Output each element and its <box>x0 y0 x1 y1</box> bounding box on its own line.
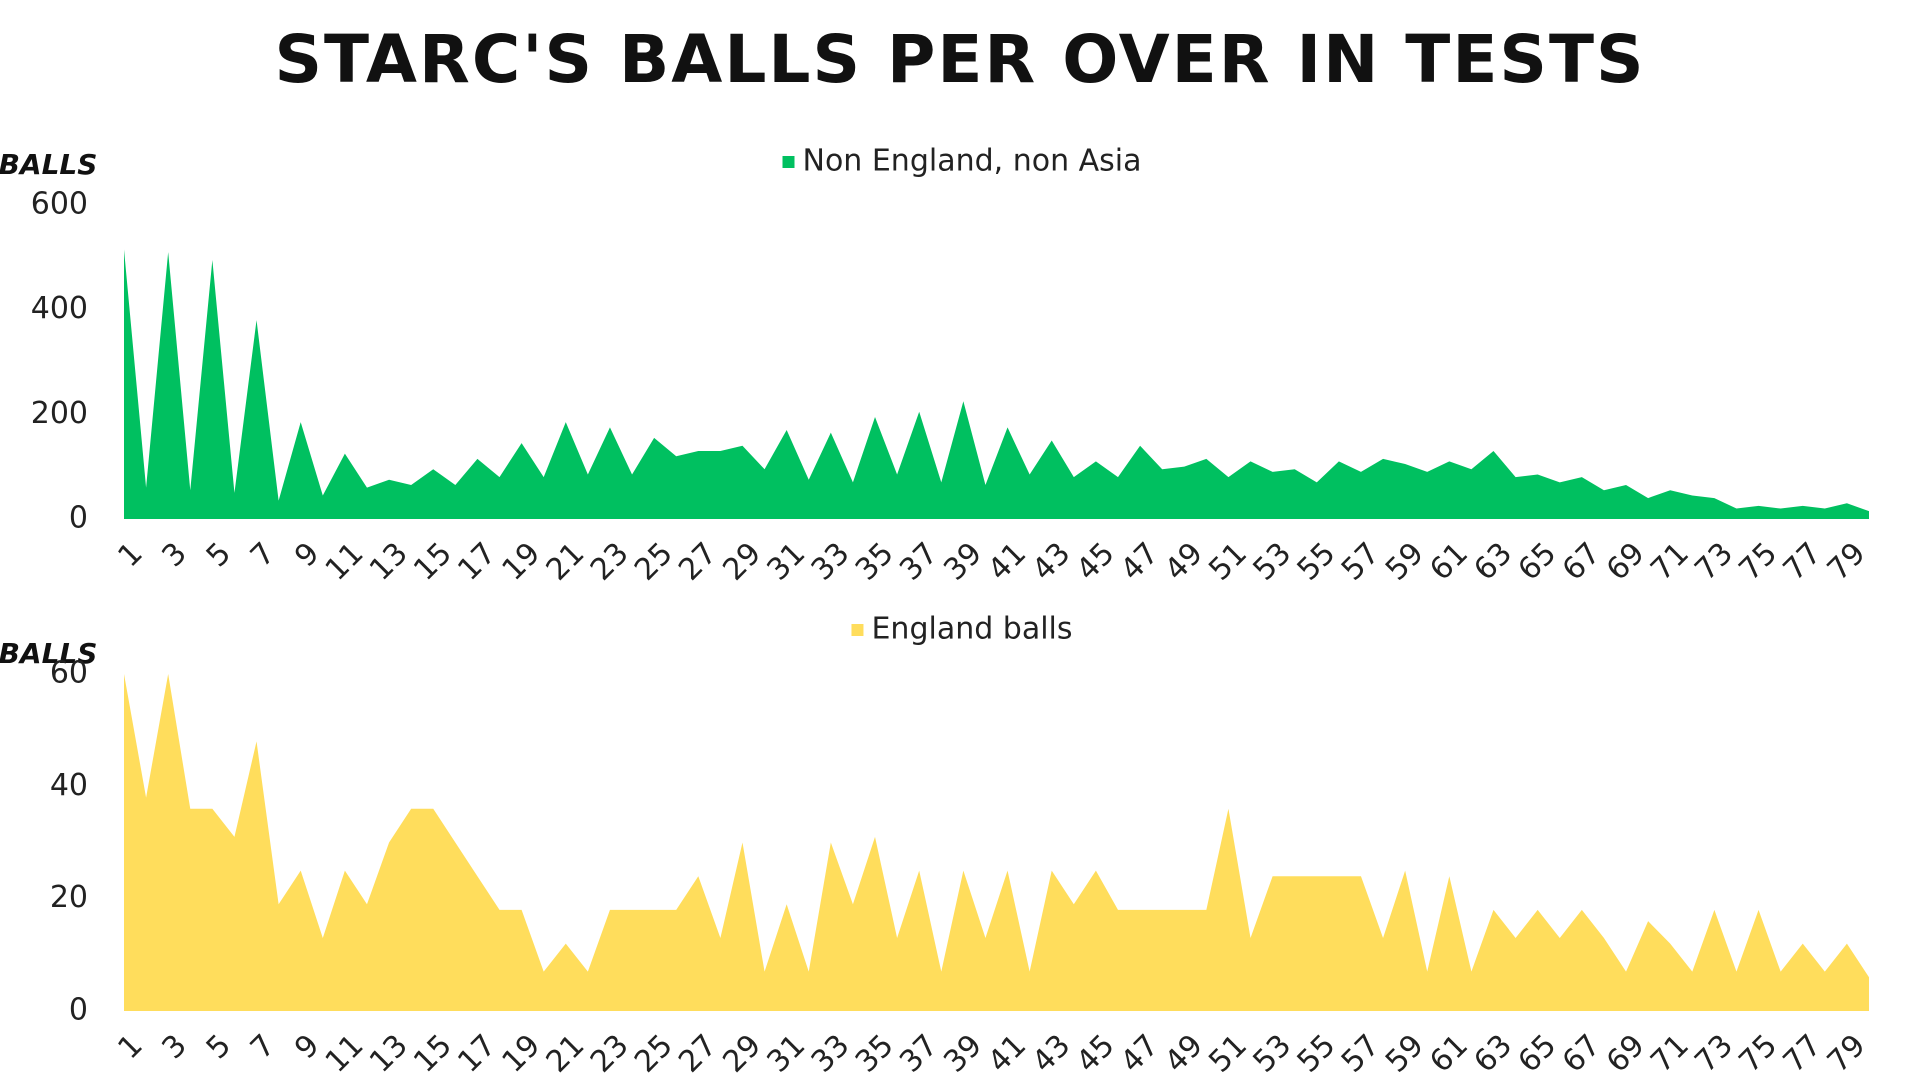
x-tick-label: 5 <box>200 1028 238 1066</box>
legend-label: Non England, non Asia <box>803 144 1142 179</box>
x-tick-label: 7 <box>244 1028 282 1066</box>
x-tick-label: 79 <box>1821 1028 1873 1080</box>
chart-title: STARC'S BALLS PER OVER IN TESTS <box>274 21 1645 98</box>
y-tick-label: 60 <box>50 656 88 691</box>
y-tick-label: 0 <box>69 501 88 536</box>
x-tick-label: 79 <box>1821 536 1873 588</box>
legend-swatch <box>782 156 795 168</box>
y-tick-label: 200 <box>31 396 88 431</box>
x-tick-label: 1 <box>111 536 149 574</box>
area <box>124 674 1869 1011</box>
x-tick-label: 9 <box>288 536 326 574</box>
y-axis-label: BALLS <box>0 637 97 670</box>
y-tick-label: 400 <box>31 291 88 326</box>
legend-swatch <box>851 624 864 636</box>
x-tick-label: 5 <box>200 536 238 574</box>
x-tick-label: 1 <box>111 1028 149 1066</box>
y-tick-label: 40 <box>50 768 88 803</box>
legend: Non England, non Asia <box>782 144 1142 179</box>
x-tick-label: 7 <box>244 536 282 574</box>
y-tick-label: 20 <box>50 880 88 915</box>
x-tick-label: 9 <box>288 1028 326 1066</box>
legend-label: England balls <box>871 612 1072 647</box>
y-axis-label: BALLS <box>0 148 97 181</box>
y-tick-label: 600 <box>31 187 88 222</box>
area <box>124 249 1869 519</box>
legend: England balls <box>851 612 1073 647</box>
x-tick-label: 3 <box>156 1028 194 1066</box>
y-tick-label: 0 <box>69 993 88 1028</box>
x-tick-label: 3 <box>156 536 194 574</box>
